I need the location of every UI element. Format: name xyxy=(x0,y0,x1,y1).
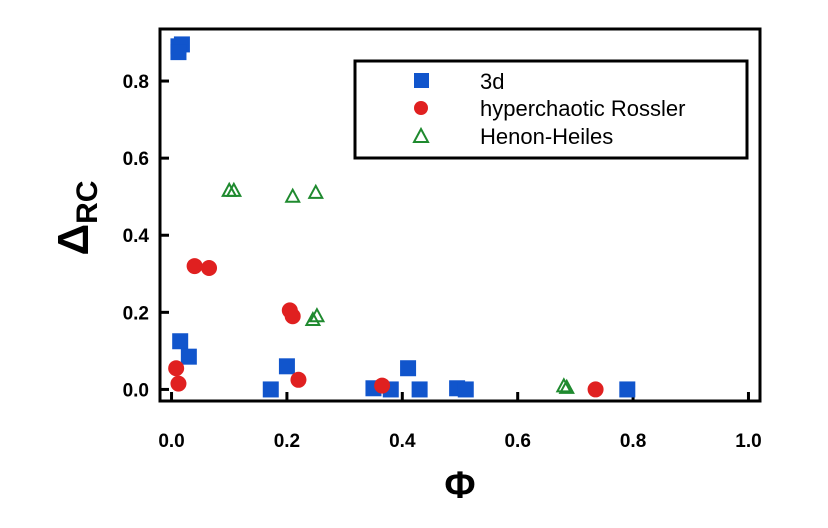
y-tick-label: 0.0 xyxy=(123,380,149,401)
x-tick-label: 0.4 xyxy=(389,431,416,452)
point-hyperchaotic-rossler xyxy=(186,258,203,275)
point-hyperchaotic-rossler xyxy=(168,360,185,377)
point-henon-heiles xyxy=(308,307,326,323)
point-3d xyxy=(457,381,474,398)
point-3d xyxy=(172,333,189,350)
x-tick-label: 0.6 xyxy=(504,431,530,452)
legend-marker-3d xyxy=(414,73,429,88)
x-axis-label: Φ xyxy=(444,465,475,507)
point-hyperchaotic-rossler xyxy=(374,377,391,394)
point-3d xyxy=(278,358,295,375)
legend-label-3d: 3d xyxy=(480,69,504,94)
x-tick-label: 0.2 xyxy=(274,431,300,452)
point-henon-heiles xyxy=(555,377,573,393)
y-axis-label: ΔRC xyxy=(49,181,104,256)
point-3d xyxy=(400,360,417,377)
x-tick-label: 1.0 xyxy=(735,431,761,452)
y-axis-label-main: Δ xyxy=(49,224,98,256)
point-hyperchaotic-rossler xyxy=(290,371,307,388)
point-3d xyxy=(170,44,187,61)
point-henon-heiles xyxy=(225,181,243,197)
y-axis-label-sub: RC xyxy=(71,181,104,224)
point-hyperchaotic-rossler xyxy=(201,260,218,277)
point-3d xyxy=(180,348,197,365)
point-henon-heiles xyxy=(558,378,575,394)
point-3d xyxy=(262,381,279,398)
y-tick-label: 0.2 xyxy=(123,303,149,324)
point-henon-heiles xyxy=(284,187,301,203)
y-tick-label: 0.8 xyxy=(123,72,149,93)
legend: 3d hyperchaotic Rossler Henon-Heiles xyxy=(353,59,749,160)
legend-marker-henon-heiles xyxy=(412,126,430,143)
point-henon-heiles xyxy=(304,310,322,327)
point-henon-heiles xyxy=(307,183,324,199)
point-hyperchaotic-rossler xyxy=(587,381,604,398)
legend-label-henon-heiles: Henon-Heiles xyxy=(480,124,613,149)
data-points xyxy=(168,36,636,398)
plot-frame xyxy=(158,27,762,403)
x-tick-label: 0.8 xyxy=(620,431,646,452)
point-3d xyxy=(619,381,636,398)
y-tick-label: 0.6 xyxy=(123,149,149,170)
point-hyperchaotic-rossler xyxy=(284,308,301,325)
point-3d xyxy=(411,381,428,398)
legend-label-hyperchaotic-rossler: hyperchaotic Rossler xyxy=(480,96,685,121)
point-hyperchaotic-rossler xyxy=(170,375,187,392)
x-tick-label: 0.0 xyxy=(158,431,184,452)
legend-marker-hyperchaotic-rossler xyxy=(414,101,428,115)
y-tick-label: 0.4 xyxy=(123,226,150,247)
